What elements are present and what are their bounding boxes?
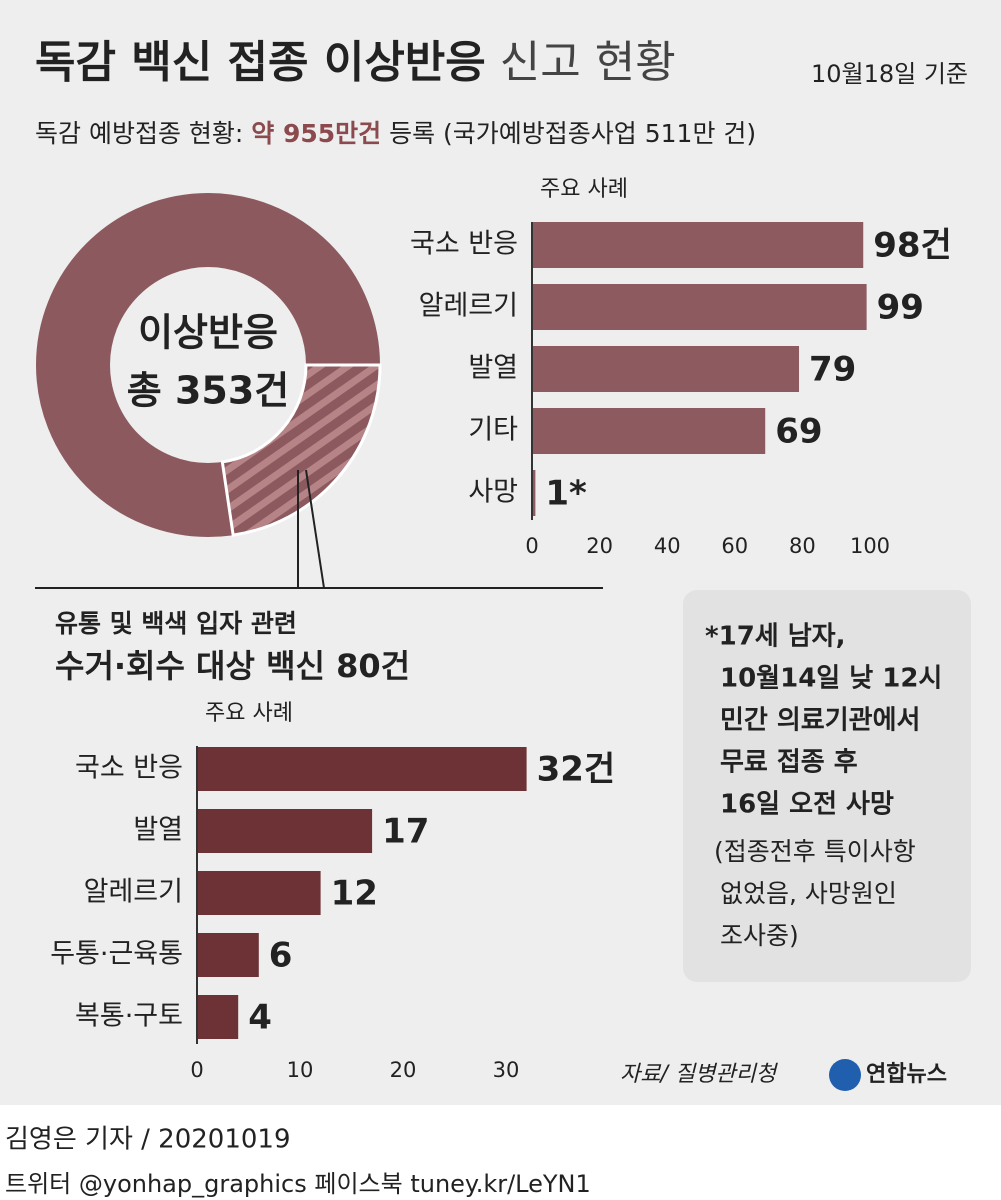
x-tick-label: 30 bbox=[493, 1058, 520, 1082]
value-label: 1* bbox=[545, 474, 587, 514]
logo-icon bbox=[829, 1059, 861, 1091]
category-label: 국소 반응 bbox=[75, 753, 183, 784]
bar bbox=[197, 809, 373, 853]
x-tick-label: 40 bbox=[654, 534, 681, 558]
x-tick-label: 0 bbox=[190, 1058, 203, 1082]
category-label: 알레르기 bbox=[419, 291, 518, 322]
bar bbox=[532, 222, 864, 268]
bar bbox=[532, 408, 766, 454]
subtitle-b: 약 955만건 bbox=[251, 119, 381, 148]
x-tick-label: 60 bbox=[721, 534, 748, 558]
bar bbox=[532, 284, 867, 330]
note-line: 무료 접종 후 bbox=[720, 748, 858, 778]
category-label: 두통·근육통 bbox=[50, 939, 183, 970]
bar bbox=[532, 346, 800, 392]
leader-line bbox=[305, 469, 325, 589]
bar bbox=[197, 871, 321, 915]
category-label: 복통·구토 bbox=[75, 1001, 183, 1032]
highlight-label: 수거·회수 대상 백신 80건 bbox=[55, 647, 410, 685]
value-label: 4 bbox=[248, 998, 272, 1038]
donut-slice bbox=[220, 363, 382, 537]
subtitle-a: 독감 예방접종 현황: bbox=[35, 119, 251, 148]
value-label: 98건 bbox=[873, 226, 952, 266]
byline: 김영은 기자 / 20201019 bbox=[5, 1125, 291, 1155]
note-line: *17세 남자, bbox=[705, 622, 845, 652]
value-label: 69 bbox=[775, 412, 822, 452]
value-label: 32건 bbox=[537, 750, 616, 790]
title-bold: 독감 백신 접종 이상반응 bbox=[35, 37, 486, 88]
date: 10월18일 기준 bbox=[811, 60, 968, 88]
subtitle-c: 등록 (국가예방접종사업 511만 건) bbox=[381, 119, 756, 148]
bar bbox=[197, 747, 527, 791]
value-label: 79 bbox=[809, 350, 856, 390]
bar bbox=[197, 933, 259, 977]
note-line: (접종전후 특이사항 bbox=[714, 837, 916, 866]
value-label: 99 bbox=[877, 288, 924, 328]
x-tick-label: 80 bbox=[789, 534, 816, 558]
bar bbox=[532, 470, 536, 516]
note-line: 민간 의료기관에서 bbox=[720, 706, 920, 736]
x-tick-label: 10 bbox=[287, 1058, 314, 1082]
value-label: 6 bbox=[269, 936, 293, 976]
note-line: 없었음, 사망원인 bbox=[720, 879, 897, 908]
center-label: 이상반응 bbox=[138, 311, 278, 355]
title-light: 신고 현황 bbox=[500, 37, 676, 88]
note-line: 16일 오전 사망 bbox=[720, 790, 894, 820]
x-tick-label: 0 bbox=[525, 534, 538, 558]
value-label: 17 bbox=[382, 812, 429, 852]
subtitle: 독감 예방접종 현황: 약 955만건 등록 (국가예방접종사업 511만 건) bbox=[35, 119, 756, 148]
sns: 트위터 @yonhap_graphics 페이스북 tuney.kr/LeYN1 bbox=[5, 1170, 591, 1198]
source: 자료/ 질병관리청 bbox=[620, 1062, 779, 1087]
note-line: 조사중) bbox=[720, 921, 799, 950]
category-label: 알레르기 bbox=[84, 877, 183, 908]
x-tick-label: 20 bbox=[586, 534, 613, 558]
category-label: 기타 bbox=[468, 415, 518, 446]
category-label: 국소 반응 bbox=[410, 229, 518, 260]
x-tick-label: 20 bbox=[390, 1058, 417, 1082]
note-box bbox=[683, 590, 971, 982]
footer-background bbox=[0, 1105, 1001, 1200]
highlight-label: 유통 및 백색 입자 관련 bbox=[55, 609, 297, 638]
value-label: 12 bbox=[331, 874, 378, 914]
bar bbox=[197, 995, 239, 1039]
note-line: 10월14일 낮 12시 bbox=[720, 664, 942, 694]
category-label: 발열 bbox=[468, 353, 518, 384]
category-label: 발열 bbox=[133, 815, 183, 846]
center-label: 총 353건 bbox=[127, 369, 289, 413]
axis-label: 주요 사례 bbox=[205, 701, 293, 726]
category-label: 사망 bbox=[468, 477, 518, 508]
title: 독감 백신 접종 이상반응 신고 현황 bbox=[35, 37, 676, 88]
axis-label: 주요 사례 bbox=[540, 177, 628, 202]
x-tick-label: 100 bbox=[850, 534, 890, 558]
logo: 연합뉴스 bbox=[866, 1061, 947, 1087]
